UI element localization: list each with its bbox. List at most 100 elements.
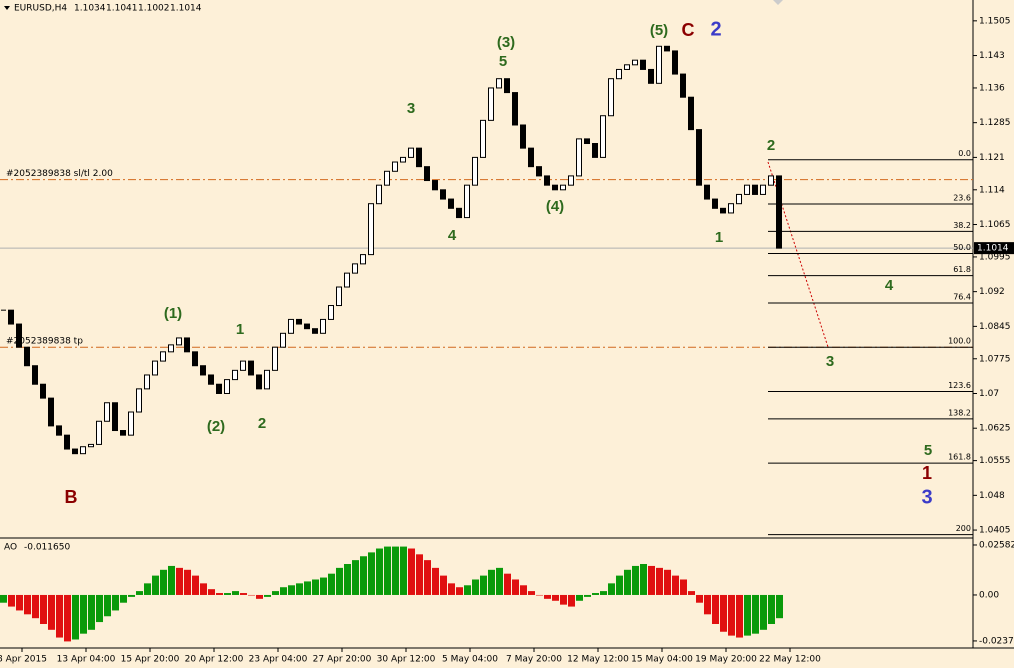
candle	[624, 64, 630, 70]
candle	[552, 184, 558, 191]
wave-label: 4	[885, 277, 894, 294]
candle	[720, 207, 726, 214]
candle	[488, 87, 494, 121]
fibo-label: 100.0	[948, 337, 971, 346]
ao-bar	[24, 594, 31, 615]
ao-bar	[224, 593, 231, 595]
candle	[40, 383, 46, 399]
ao-bar	[408, 548, 415, 595]
wave-label: 2	[258, 415, 266, 432]
candle	[632, 59, 638, 66]
menu-arrow[interactable]	[4, 6, 10, 10]
ao-bar	[528, 591, 535, 595]
candle	[80, 446, 86, 455]
ao-bar	[576, 594, 583, 601]
candle	[768, 175, 774, 186]
wave-label: (5)	[650, 22, 668, 39]
ao-bar	[136, 591, 143, 595]
candle	[160, 351, 166, 362]
y-tick-label: 1.1505	[979, 16, 1011, 26]
ao-bar	[152, 575, 159, 595]
ao-bar	[56, 594, 63, 638]
candle	[176, 337, 182, 346]
ao-bar	[208, 589, 215, 595]
ao-bar	[16, 594, 23, 611]
candle	[56, 425, 62, 436]
shift-marker[interactable]	[773, 0, 783, 5]
ao-bar	[160, 569, 167, 595]
candle	[400, 156, 406, 163]
candle	[8, 309, 14, 325]
candle	[192, 351, 198, 367]
candle	[24, 346, 30, 367]
x-tick-label: 5 May 04:00	[442, 655, 498, 665]
ao-bar	[472, 579, 479, 595]
x-tick-label: 15 May 04:00	[631, 655, 693, 665]
ao-bar	[504, 573, 511, 595]
candle	[144, 374, 150, 390]
candle	[352, 263, 358, 274]
ao-bar	[192, 575, 199, 595]
y-tick-label: 1.092	[979, 287, 1005, 297]
candle	[472, 156, 478, 186]
ao-bar	[232, 591, 239, 595]
y-tick-label: 1.1285	[979, 118, 1011, 128]
candle	[448, 198, 454, 209]
candle	[104, 402, 110, 422]
ao-bar	[392, 546, 399, 595]
candle	[168, 344, 174, 353]
ao-bar	[352, 560, 359, 595]
candle	[240, 360, 246, 371]
ao-bar	[336, 567, 343, 595]
candle	[648, 68, 654, 84]
wave-label: (4)	[546, 198, 564, 215]
candle	[312, 328, 318, 334]
ao-bar	[480, 575, 487, 595]
ao-bar	[328, 573, 335, 595]
wave-label: 3	[407, 100, 415, 117]
wave-label: (3)	[497, 34, 515, 51]
candle	[200, 365, 206, 376]
wave-label: 1	[236, 321, 244, 338]
ao-bar	[736, 594, 743, 638]
ao-bar	[48, 594, 55, 630]
ao-bar	[104, 594, 111, 617]
candle	[424, 166, 430, 182]
candle	[752, 184, 758, 195]
x-tick-label: 30 Apr 12:00	[377, 655, 436, 665]
candle	[736, 193, 742, 205]
y-tick-label: 1.0845	[979, 322, 1011, 332]
ao-bar	[680, 579, 687, 595]
ohlc-high: 1.1041	[106, 4, 138, 14]
candle	[760, 184, 766, 195]
y-tick-label: 0.025825	[979, 540, 1014, 550]
ao-bar	[704, 594, 711, 615]
x-tick-label: 27 Apr 20:00	[313, 655, 372, 665]
candle	[320, 318, 326, 334]
y-tick-label: 1.048	[979, 491, 1005, 501]
fibo-label: 61.8	[953, 265, 971, 274]
x-tick-label: 15 Apr 20:00	[121, 655, 180, 665]
y-tick-label: 1.0775	[979, 354, 1011, 364]
y-tick-label: 1.114	[979, 185, 1005, 195]
ao-bar	[0, 594, 7, 603]
wave-label: 3	[921, 486, 932, 508]
ao-bar	[496, 567, 503, 595]
ao-bar	[240, 593, 247, 595]
ao-bar	[168, 565, 175, 595]
ao-bar	[632, 565, 639, 595]
ao-bar	[456, 587, 463, 595]
ao-bar	[360, 556, 367, 595]
ao-bar	[536, 594, 543, 596]
candle	[728, 203, 734, 214]
y-tick-label: 1.0555	[979, 456, 1011, 466]
x-tick-label: 23 Apr 04:00	[249, 655, 308, 665]
ao-bar	[88, 594, 95, 630]
ao-bar	[568, 594, 575, 607]
y-tick-label: 1.0405	[979, 526, 1011, 536]
candle	[368, 203, 374, 256]
y-tick-label: 1.143	[979, 51, 1005, 61]
candle	[640, 59, 646, 70]
ao-bar	[264, 594, 271, 597]
